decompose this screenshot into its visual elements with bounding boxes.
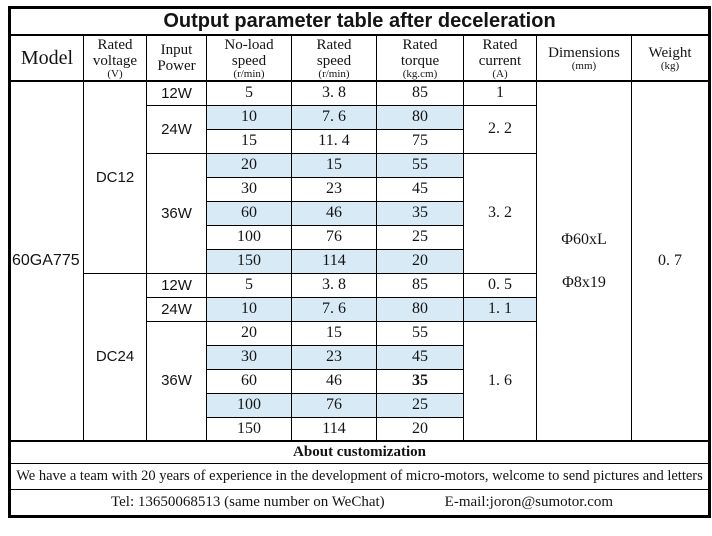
weight-cell: 0. 7 [630, 80, 711, 442]
noload-cell: 15 [206, 128, 292, 154]
dimension-line1: Φ60xL [561, 230, 607, 248]
about-description: We have a team with 20 years of experien… [8, 463, 711, 490]
noload-cell: 100 [206, 392, 292, 418]
power-cell: 36W [146, 152, 207, 274]
speed-cell: 3. 8 [291, 272, 377, 298]
power-cell: 12W [146, 272, 207, 298]
col-header-noload-speed: No-load speed (r/min) [206, 34, 292, 82]
col-header-model: Model [9, 34, 84, 82]
torque-cell: 85 [376, 80, 464, 106]
power-cell: 12W [146, 80, 207, 106]
speed-cell: 15 [291, 320, 377, 346]
speed-cell: 46 [291, 200, 377, 226]
speed-cell: 23 [291, 344, 377, 370]
spec-sheet: Output parameter table after deceleratio… [8, 6, 712, 518]
contact-email: E-mail:joron@sumotor.com [444, 494, 614, 510]
col-header-dimensions: Dimensions (mm) [536, 34, 632, 82]
contact-row: Tel: 13650068513 (same number on WeChat)… [8, 489, 711, 517]
col-header-rated-speed: Rated speed (r/min) [291, 34, 377, 82]
torque-cell: 55 [376, 152, 464, 178]
power-cell: 24W [146, 104, 207, 154]
speed-cell: 76 [291, 224, 377, 250]
speed-cell: 76 [291, 392, 377, 418]
torque-cell: 55 [376, 320, 464, 346]
speed-cell: 46 [291, 368, 377, 394]
torque-cell: 45 [376, 344, 464, 370]
page-title: Output parameter table after deceleratio… [8, 7, 711, 36]
model-cell: 60GA775 [9, 80, 84, 442]
torque-cell: 80 [376, 296, 464, 322]
torque-cell: 35 [376, 368, 464, 394]
col-header-weight: Weight (kg) [630, 34, 711, 82]
speed-cell: 7. 6 [291, 104, 377, 130]
torque-cell: 75 [376, 128, 464, 154]
col-header-current: Rated current (A) [463, 34, 537, 82]
dimension-line2: Φ8x19 [562, 273, 606, 291]
torque-cell: 20 [376, 248, 464, 274]
dimensions-cell: Φ60xL Φ8x19 [536, 80, 632, 442]
torque-cell: 85 [376, 272, 464, 298]
noload-cell: 30 [206, 344, 292, 370]
contact-tel: Tel: 13650068513 (same number on WeChat) [111, 494, 385, 510]
contact-line: Tel: 13650068513 (same number on WeChat)… [11, 494, 708, 511]
voltage-group-dc24: DC24 [83, 272, 147, 442]
current-cell: 2. 2 [463, 104, 537, 154]
torque-cell: 80 [376, 104, 464, 130]
torque-cell: 20 [376, 416, 464, 442]
noload-cell: 150 [206, 248, 292, 274]
about-title: About customization [8, 440, 711, 464]
current-cell: 1 [463, 80, 537, 106]
col-header-voltage: Rated voltage (V) [83, 34, 147, 82]
speed-cell: 15 [291, 152, 377, 178]
torque-cell: 35 [376, 200, 464, 226]
noload-cell: 5 [206, 272, 292, 298]
torque-cell: 25 [376, 392, 464, 418]
power-cell: 24W [146, 296, 207, 322]
speed-cell: 114 [291, 416, 377, 442]
noload-cell: 10 [206, 296, 292, 322]
noload-cell: 5 [206, 80, 292, 106]
noload-cell: 60 [206, 200, 292, 226]
noload-cell: 20 [206, 320, 292, 346]
current-cell: 1. 6 [463, 320, 537, 442]
noload-cell: 20 [206, 152, 292, 178]
noload-cell: 10 [206, 104, 292, 130]
voltage-group-dc12: DC12 [83, 80, 147, 274]
noload-cell: 30 [206, 176, 292, 202]
speed-cell: 3. 8 [291, 80, 377, 106]
speed-cell: 23 [291, 176, 377, 202]
speed-cell: 114 [291, 248, 377, 274]
col-header-power: Input Power [146, 34, 207, 82]
torque-cell: 25 [376, 224, 464, 250]
speed-cell: 11. 4 [291, 128, 377, 154]
noload-cell: 60 [206, 368, 292, 394]
spec-table: Output parameter table after deceleratio… [8, 6, 712, 518]
noload-cell: 150 [206, 416, 292, 442]
torque-cell: 45 [376, 176, 464, 202]
col-header-model-label: Model [20, 46, 74, 69]
noload-cell: 100 [206, 224, 292, 250]
speed-cell: 7. 6 [291, 296, 377, 322]
power-cell: 36W [146, 320, 207, 442]
col-header-torque: Rated torque (kg.cm) [376, 34, 464, 82]
current-cell: 1. 1 [463, 296, 537, 322]
current-cell: 0. 5 [463, 272, 537, 298]
current-cell: 3. 2 [463, 152, 537, 274]
